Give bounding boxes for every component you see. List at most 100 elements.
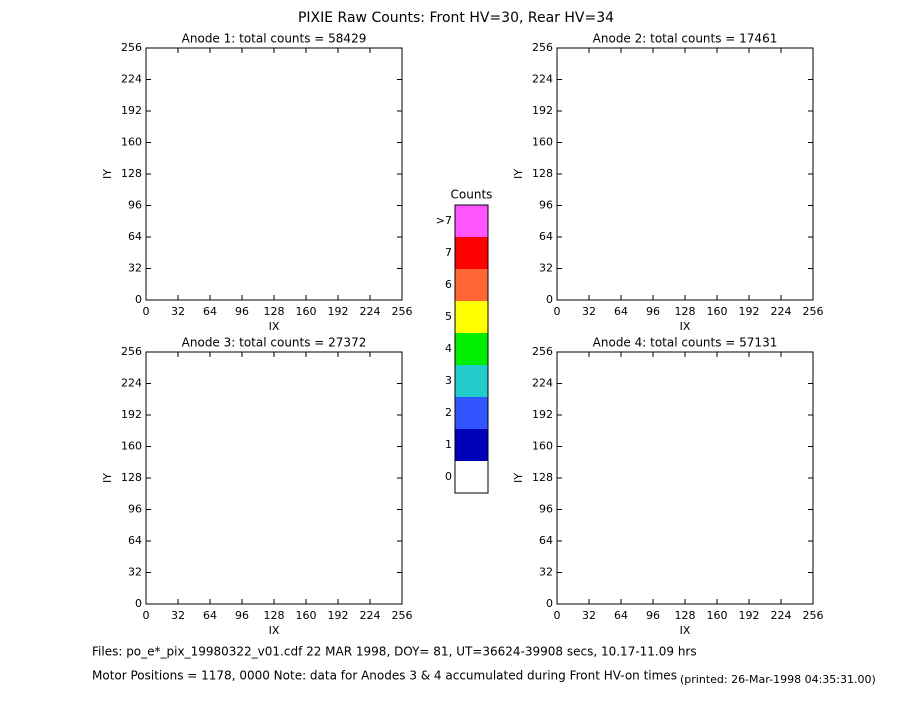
y-tick-label: 128 xyxy=(121,167,142,180)
y-tick-label: 64 xyxy=(128,534,142,547)
panel-title: Anode 2: total counts = 17461 xyxy=(593,32,778,46)
y-axis-label: IY xyxy=(101,473,114,483)
colorbar-title: Counts xyxy=(451,188,493,202)
y-tick-label: 32 xyxy=(539,262,553,275)
y-tick-label: 96 xyxy=(128,503,142,516)
x-tick-label: 32 xyxy=(171,305,185,318)
colorbar-cell xyxy=(455,269,488,301)
x-axis-label: IX xyxy=(269,320,280,333)
y-tick-label: 160 xyxy=(532,136,553,149)
colorbar-cell xyxy=(455,397,488,429)
colorbar-label: 3 xyxy=(445,374,452,387)
x-tick-label: 0 xyxy=(554,305,561,318)
plot-area xyxy=(556,351,814,605)
x-tick-label: 96 xyxy=(235,609,249,622)
y-tick-label: 160 xyxy=(121,440,142,453)
colorbar-label: 0 xyxy=(445,470,452,483)
footer-files: Files: po_e*_pix_19980322_v01.cdf 22 MAR… xyxy=(92,645,697,659)
x-tick-label: 224 xyxy=(771,305,792,318)
y-tick-label: 256 xyxy=(532,345,553,358)
x-tick-label: 192 xyxy=(739,609,760,622)
y-tick-label: 0 xyxy=(546,597,553,610)
colorbar-cell xyxy=(455,333,488,365)
panel-title: Anode 4: total counts = 57131 xyxy=(593,336,778,350)
colorbar-label: 4 xyxy=(445,342,452,355)
y-tick-label: 160 xyxy=(532,440,553,453)
x-tick-label: 64 xyxy=(614,305,628,318)
y-axis-label: IY xyxy=(512,473,525,483)
y-tick-label: 128 xyxy=(121,471,142,484)
y-tick-label: 128 xyxy=(532,167,553,180)
colorbar-cell xyxy=(455,429,488,461)
y-axis-label: IY xyxy=(101,169,114,179)
x-tick-label: 128 xyxy=(675,609,696,622)
x-tick-label: 224 xyxy=(360,305,381,318)
colorbar-label: 2 xyxy=(445,406,452,419)
x-tick-label: 0 xyxy=(554,609,561,622)
x-tick-label: 192 xyxy=(739,305,760,318)
y-axis-label: IY xyxy=(512,169,525,179)
x-axis-label: IX xyxy=(680,320,691,333)
x-tick-label: 160 xyxy=(296,305,317,318)
colorbar-cell xyxy=(455,205,488,237)
y-tick-label: 0 xyxy=(135,597,142,610)
x-tick-label: 32 xyxy=(171,609,185,622)
y-tick-label: 32 xyxy=(128,262,142,275)
x-tick-label: 128 xyxy=(675,305,696,318)
colorbar-label: 5 xyxy=(445,310,452,323)
page-title: PIXIE Raw Counts: Front HV=30, Rear HV=3… xyxy=(298,10,614,26)
colorbar-frame xyxy=(454,204,489,494)
y-tick-label: 32 xyxy=(539,566,553,579)
plot-area xyxy=(145,47,403,301)
y-tick-label: 256 xyxy=(121,41,142,54)
y-tick-label: 224 xyxy=(532,377,553,390)
y-tick-label: 32 xyxy=(128,566,142,579)
panel-title: Anode 1: total counts = 58429 xyxy=(182,32,367,46)
y-tick-label: 224 xyxy=(532,73,553,86)
x-tick-label: 64 xyxy=(203,305,217,318)
x-tick-label: 96 xyxy=(646,609,660,622)
x-tick-label: 192 xyxy=(328,609,349,622)
colorbar-cell xyxy=(455,301,488,333)
colorbar-label: 6 xyxy=(445,278,452,291)
x-tick-label: 256 xyxy=(392,305,413,318)
x-tick-label: 256 xyxy=(803,305,824,318)
footer-printed: (printed: 26-Mar-1998 04:35:31.00) xyxy=(680,673,876,686)
x-tick-label: 128 xyxy=(264,305,285,318)
y-tick-label: 64 xyxy=(539,534,553,547)
y-tick-label: 96 xyxy=(128,199,142,212)
panel-title: Anode 3: total counts = 27372 xyxy=(182,336,367,350)
y-tick-label: 192 xyxy=(532,104,553,117)
footer-motor: Motor Positions = 1178, 0000 Note: data … xyxy=(92,669,677,683)
x-tick-label: 256 xyxy=(392,609,413,622)
x-tick-label: 224 xyxy=(771,609,792,622)
x-tick-label: 32 xyxy=(582,305,596,318)
y-tick-label: 192 xyxy=(121,104,142,117)
x-tick-label: 32 xyxy=(582,609,596,622)
y-tick-label: 192 xyxy=(121,408,142,421)
y-tick-label: 160 xyxy=(121,136,142,149)
y-tick-label: 256 xyxy=(532,41,553,54)
x-axis-label: IX xyxy=(680,624,691,637)
y-tick-label: 192 xyxy=(532,408,553,421)
colorbar-cell xyxy=(455,461,488,493)
x-tick-label: 192 xyxy=(328,305,349,318)
plot-area xyxy=(556,47,814,301)
x-tick-label: 256 xyxy=(803,609,824,622)
y-tick-label: 96 xyxy=(539,503,553,516)
y-tick-label: 0 xyxy=(546,293,553,306)
y-tick-label: 224 xyxy=(121,377,142,390)
y-tick-label: 96 xyxy=(539,199,553,212)
x-tick-label: 64 xyxy=(203,609,217,622)
x-tick-label: 224 xyxy=(360,609,381,622)
y-tick-label: 0 xyxy=(135,293,142,306)
x-tick-label: 160 xyxy=(707,305,728,318)
colorbar-label: 1 xyxy=(445,438,452,451)
colorbar-cell xyxy=(455,365,488,397)
x-tick-label: 96 xyxy=(646,305,660,318)
x-tick-label: 64 xyxy=(614,609,628,622)
y-tick-label: 256 xyxy=(121,345,142,358)
y-tick-label: 64 xyxy=(539,230,553,243)
colorbar-label: 7 xyxy=(445,246,452,259)
